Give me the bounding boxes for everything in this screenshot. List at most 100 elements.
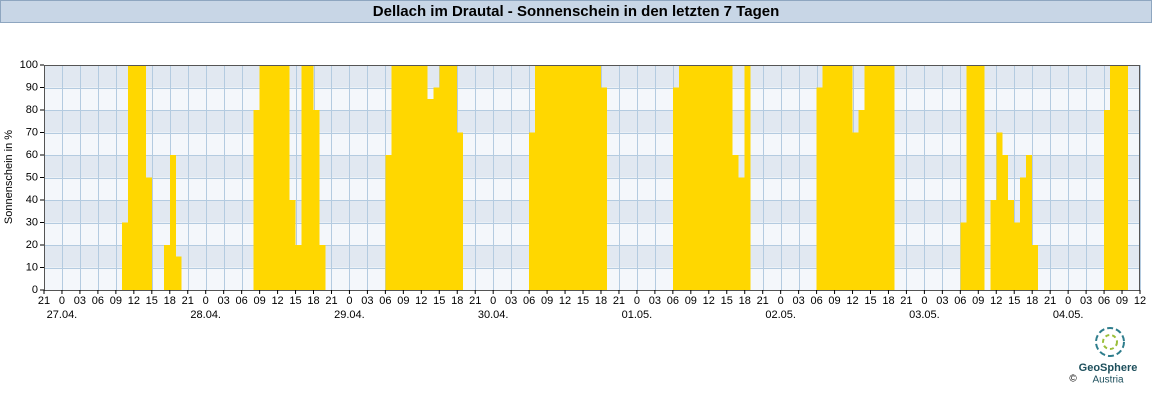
bar: [283, 65, 290, 290]
x-tick-label: 12: [846, 295, 858, 307]
x-tick-label: 03: [649, 295, 661, 307]
x-tick-label: 09: [685, 295, 697, 307]
bar: [600, 87, 607, 290]
bar: [732, 155, 739, 290]
bar: [451, 65, 458, 290]
bar: [427, 98, 434, 290]
x-tick-label: 21: [325, 295, 337, 307]
x-tick-label: 0: [346, 295, 352, 307]
bar: [121, 222, 128, 290]
x-tick-label: 18: [451, 295, 463, 307]
bar: [1008, 200, 1015, 290]
x-tick-label: 0: [921, 295, 927, 307]
bar: [409, 65, 416, 290]
bar: [391, 65, 398, 290]
bar: [559, 65, 566, 290]
bar: [840, 65, 847, 290]
x-tick-label: 12: [559, 295, 571, 307]
bar: [738, 177, 745, 290]
logo-mark: [1095, 327, 1125, 357]
x-tick-label: 0: [634, 295, 640, 307]
date-label: 01.05.: [622, 309, 653, 321]
bar: [1104, 110, 1111, 290]
x-tick-label: 15: [289, 295, 301, 307]
bar: [1014, 222, 1021, 290]
x-tick-label: 0: [778, 295, 784, 307]
date-label: 27.04.: [47, 309, 78, 321]
x-tick-label: 09: [253, 295, 265, 307]
x-tick-label: 06: [810, 295, 822, 307]
logo-mark: [1102, 334, 1118, 350]
bar: [133, 65, 140, 290]
date-label: 02.05.: [765, 309, 796, 321]
bar: [708, 65, 715, 290]
date-label: 30.04.: [478, 309, 509, 321]
bar: [834, 65, 841, 290]
bar: [553, 65, 560, 290]
bar: [1032, 245, 1039, 290]
x-tick-label: 15: [864, 295, 876, 307]
bar: [547, 65, 554, 290]
bar: [978, 65, 985, 290]
bar: [277, 65, 284, 290]
x-tick-label: 0: [490, 295, 496, 307]
bar: [858, 110, 865, 290]
bar: [421, 65, 428, 290]
x-tick-label: 12: [415, 295, 427, 307]
x-tick-label: 06: [954, 295, 966, 307]
x-tick-label: 06: [92, 295, 104, 307]
bar: [577, 65, 584, 290]
date-label: 28.04.: [190, 309, 221, 321]
bar: [271, 65, 278, 290]
bar: [397, 65, 404, 290]
bar: [415, 65, 422, 290]
bar: [744, 65, 751, 290]
bar: [672, 87, 679, 290]
bar: [864, 65, 871, 290]
bar: [541, 65, 548, 290]
x-tick-label: 09: [972, 295, 984, 307]
x-tick-label: 09: [828, 295, 840, 307]
y-tick-label: 70: [26, 126, 38, 138]
x-tick-label: 21: [613, 295, 625, 307]
bar: [565, 65, 572, 290]
bar: [403, 65, 410, 290]
y-tick-label: 90: [26, 81, 38, 93]
bar: [1002, 155, 1009, 290]
bar: [571, 65, 578, 290]
x-tick-label: 03: [218, 295, 230, 307]
x-tick-label: 03: [505, 295, 517, 307]
bar: [1110, 65, 1117, 290]
bar: [702, 65, 709, 290]
chart-title: Dellach im Drautal - Sonnenschein in den…: [373, 3, 779, 20]
x-tick-label: 15: [146, 295, 158, 307]
bar: [726, 65, 733, 290]
y-axis-label: Sonnenschein in %: [3, 130, 15, 224]
logo-name: GeoSphere: [1079, 362, 1138, 374]
bar: [127, 65, 134, 290]
bar: [1020, 177, 1027, 290]
bar: [822, 65, 829, 290]
bar: [301, 65, 308, 290]
x-tick-label: 21: [1044, 295, 1056, 307]
bar: [295, 245, 302, 290]
x-tick-label: 12: [703, 295, 715, 307]
x-tick-label: 03: [74, 295, 86, 307]
bar: [870, 65, 877, 290]
bar: [876, 65, 883, 290]
x-tick-label: 09: [1116, 295, 1128, 307]
plot-area: [44, 65, 1141, 291]
bar: [445, 65, 452, 290]
x-tick-label: 15: [433, 295, 445, 307]
bar: [319, 245, 326, 290]
x-tick-label: 21: [757, 295, 769, 307]
x-tick-label: 03: [936, 295, 948, 307]
x-tick-label: 06: [1098, 295, 1110, 307]
bar: [960, 222, 967, 290]
x-tick-label: 06: [667, 295, 679, 307]
x-tick-label: 15: [1008, 295, 1020, 307]
x-tick-label: 09: [397, 295, 409, 307]
bar: [816, 87, 823, 290]
bar: [169, 155, 176, 290]
